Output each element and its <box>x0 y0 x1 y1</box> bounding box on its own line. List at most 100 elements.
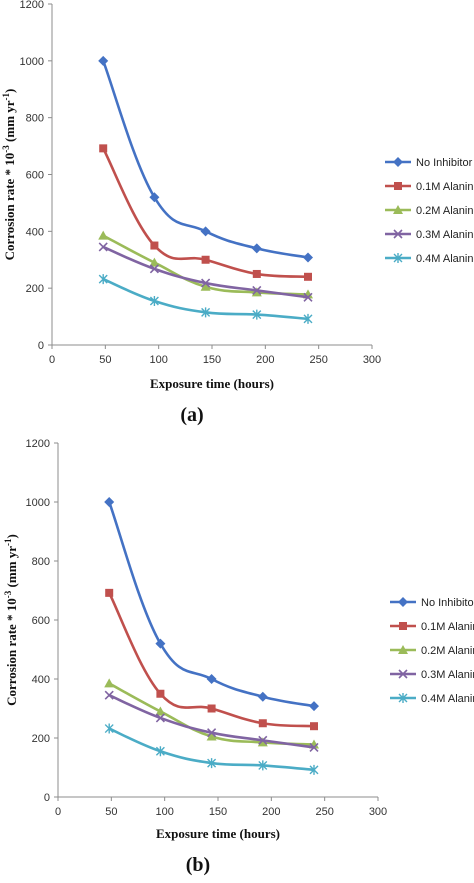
x-tick-label: 200 <box>262 806 280 818</box>
data-point <box>98 274 108 285</box>
data-point <box>155 713 165 723</box>
data-point <box>206 674 217 684</box>
y-tick-label: 0 <box>38 340 44 352</box>
data-point <box>303 252 313 263</box>
x-tick-label: 200 <box>256 354 274 366</box>
data-point <box>104 678 115 688</box>
y-tick-label: 400 <box>26 226 44 238</box>
data-point <box>206 731 217 741</box>
series-line <box>102 147 309 279</box>
data-point <box>156 689 165 698</box>
series-4 <box>98 274 313 324</box>
data-point <box>200 281 211 291</box>
legend-swatch-marker <box>398 693 408 703</box>
chart-a: 0 200 400 600 800 1000 1200 0 50 100 150 200 250 300 E… <box>1 0 474 426</box>
data-point <box>150 241 159 250</box>
data-point <box>201 255 210 264</box>
series-0 <box>104 497 319 712</box>
legend-label: 0.3M Alanine <box>421 669 474 681</box>
y-tick-label: 600 <box>26 170 44 182</box>
data-point <box>309 742 319 753</box>
legend-label: 0.4M Alanine <box>416 253 474 265</box>
data-point <box>252 285 262 296</box>
panel-label: (a) <box>180 404 203 426</box>
data-point <box>155 638 166 649</box>
y-axis-title-superscript: -1 <box>1 92 11 100</box>
series-line <box>107 501 315 708</box>
y-tick-label: 200 <box>26 283 44 295</box>
data-point <box>207 704 216 713</box>
data-point <box>207 758 217 769</box>
legend-swatch-marker <box>393 253 403 263</box>
series-3 <box>98 242 313 302</box>
legend-swatch-marker <box>393 205 403 214</box>
data-point <box>155 746 165 757</box>
x-tick-label: 0 <box>49 354 55 366</box>
data-point <box>149 257 160 267</box>
y-tick-label: 600 <box>32 615 50 627</box>
data-point <box>252 269 261 278</box>
x-axis-title: Exposure time (hours) <box>156 826 280 841</box>
legend-label: 0.2M Alanine <box>421 645 474 657</box>
x-tick-label: 250 <box>309 354 327 366</box>
data-point <box>258 719 267 728</box>
data-point <box>149 295 159 306</box>
legend-label: No Inhibitor <box>421 597 474 609</box>
legend-label: 0.3M Alanine <box>416 229 474 241</box>
data-point <box>251 243 262 254</box>
data-point <box>251 287 262 297</box>
legend-swatch-marker <box>399 622 407 630</box>
y-tick-label: 1200 <box>26 438 50 450</box>
series-1 <box>99 144 312 281</box>
y-tick-label: 0 <box>44 792 50 804</box>
chart-b: 0 200 400 600 800 1000 1200 0 50 100 150 200 250 300 E… <box>3 438 474 876</box>
data-point <box>304 272 312 281</box>
data-point <box>201 278 211 288</box>
legend-label: 0.1M Alanine <box>416 181 474 193</box>
x-tick-label: 300 <box>363 354 381 366</box>
data-point <box>200 226 211 237</box>
y-axis-title-superscript: -1 <box>3 538 13 546</box>
x-tick-label: 150 <box>209 806 227 818</box>
legend-swatch-marker <box>398 597 408 607</box>
series-line <box>108 592 315 728</box>
panel-label: (b) <box>186 854 210 876</box>
data-point <box>258 760 268 771</box>
y-tick-label: 800 <box>32 556 50 568</box>
y-axis-title-superscript: -3 <box>3 590 13 598</box>
x-tick-label: 150 <box>203 354 221 366</box>
x-tick-label: 250 <box>315 806 333 818</box>
legend-swatch-marker <box>398 669 408 679</box>
series-0 <box>98 55 313 263</box>
data-point <box>258 735 268 745</box>
y-tick-label: 1000 <box>26 497 50 509</box>
data-point <box>98 230 109 240</box>
y-axis-title: Corrosion rate * 10-3 (mm yr-1) <box>1 89 17 261</box>
y-axis-title-part: (mm yr <box>4 546 19 591</box>
legend-swatch-marker <box>398 645 408 654</box>
legend-label: No Inhibitor <box>416 157 473 169</box>
x-tick-label: 100 <box>149 354 167 366</box>
y-axis-title-part: ) <box>4 534 19 538</box>
data-point <box>257 691 268 702</box>
data-point <box>149 264 159 274</box>
x-tick-label: 0 <box>55 806 61 818</box>
y-axis-title-part: Corrosion rate * 10 <box>2 153 17 261</box>
x-axis-title: Exposure time (hours) <box>150 376 274 391</box>
x-tick-label: 100 <box>155 806 173 818</box>
series-3 <box>104 690 319 753</box>
legend-label: 0.1M Alanine <box>421 621 474 633</box>
y-tick-label: 400 <box>32 674 50 686</box>
data-point <box>98 55 109 66</box>
data-point <box>252 309 262 320</box>
data-point <box>257 737 268 747</box>
data-point <box>310 722 318 731</box>
data-point <box>155 706 166 716</box>
data-point <box>201 307 211 318</box>
series-1 <box>105 588 318 731</box>
data-point <box>309 764 319 775</box>
x-tick-label: 50 <box>105 806 117 818</box>
y-axis-title: Corrosion rate * 10-3 (mm yr-1) <box>3 534 19 706</box>
data-point <box>104 497 115 507</box>
data-point <box>303 313 313 324</box>
